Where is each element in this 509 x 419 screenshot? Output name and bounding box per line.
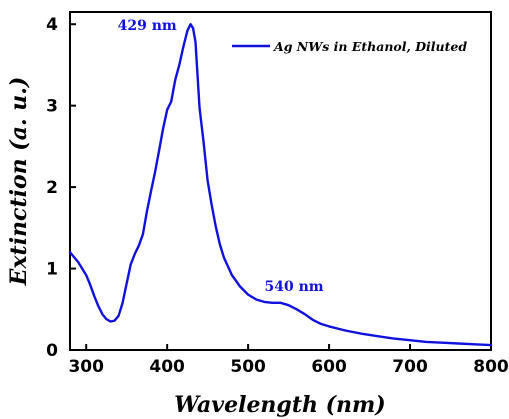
y-tick-label: 0 (46, 341, 58, 361)
plot-frame (69, 11, 492, 351)
x-tick-label: 300 (68, 357, 104, 377)
peak-label: 540 nm (265, 279, 324, 295)
y-tick-label: 2 (46, 178, 58, 198)
x-tick-label: 800 (473, 357, 509, 377)
axis-ticks: 300 400 500 600 700 800 0 1 2 3 4 (46, 15, 509, 377)
x-tick-label: 700 (392, 357, 428, 377)
x-tick-label: 400 (149, 357, 185, 377)
peak-label: 429 nm (118, 18, 177, 34)
legend-label: Ag NWs in Ethanol, Diluted (273, 39, 467, 54)
legend: Ag NWs in Ethanol, Diluted (232, 39, 467, 54)
y-tick-label: 4 (46, 15, 58, 35)
y-tick-label: 1 (46, 260, 58, 280)
y-axis-title: Extinction (a. u.) (6, 77, 32, 287)
x-axis-title: Wavelength (nm) (174, 392, 385, 418)
series-line-ag-nws (68, 23, 493, 347)
x-tick-label: 500 (230, 357, 266, 377)
y-tick-label: 3 (46, 97, 58, 117)
peak-annotations: 429 nm 540 nm (118, 18, 324, 295)
x-tick-label: 600 (311, 357, 347, 377)
